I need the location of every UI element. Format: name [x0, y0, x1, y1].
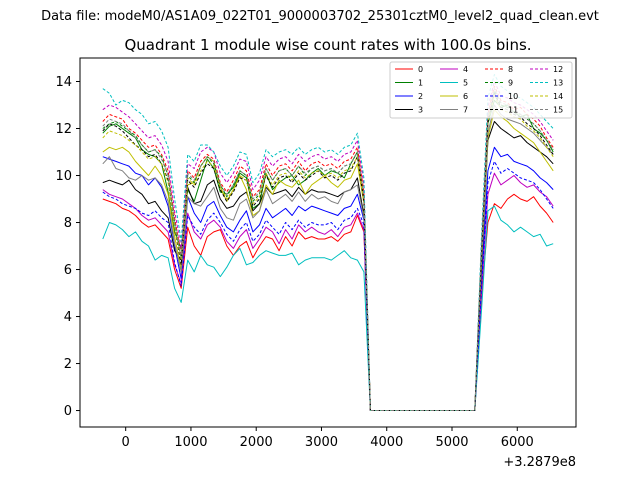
- x-tick-label: 5000: [435, 435, 468, 450]
- y-axis: 0 2 4 6 8 10 12 14: [55, 75, 80, 419]
- legend-label-8: 8: [508, 65, 513, 74]
- x-axis: 0 1000 2000 3000 4000 5000 6000: [122, 427, 534, 450]
- x-tick-label: 4000: [370, 435, 403, 450]
- x-tick-label: 1000: [174, 435, 207, 450]
- legend-label-5: 5: [463, 79, 468, 88]
- y-tick-label: 0: [64, 404, 72, 419]
- y-tick-label: 14: [55, 75, 72, 90]
- series-line-5: [102, 205, 554, 411]
- legend-label-12: 12: [553, 65, 563, 74]
- x-tick-label: 3000: [305, 435, 338, 450]
- x-tick-label: 0: [122, 435, 130, 450]
- y-tick-label: 6: [64, 263, 72, 278]
- legend-frame: [389, 61, 573, 119]
- legend-label-6: 6: [463, 92, 468, 101]
- legend-label-13: 13: [553, 79, 563, 88]
- legend-label-3: 3: [418, 106, 423, 115]
- y-tick-label: 8: [64, 216, 72, 231]
- axes-frame: [79, 57, 577, 428]
- legend-label-15: 15: [553, 106, 563, 115]
- legend-label-1: 1: [418, 79, 423, 88]
- legend-label-14: 14: [553, 92, 563, 101]
- y-tick-label: 4: [64, 310, 72, 325]
- legend-label-0: 0: [418, 65, 423, 74]
- series-group: [102, 74, 554, 411]
- legend-label-10: 10: [508, 92, 518, 101]
- legend-label-9: 9: [508, 79, 513, 88]
- y-tick-label: 12: [55, 122, 72, 137]
- y-tick-label: 2: [64, 357, 72, 372]
- plot-area: [79, 57, 577, 428]
- series-line-10: [102, 160, 554, 411]
- legend-label-2: 2: [418, 92, 423, 101]
- y-tick-label: 10: [55, 169, 72, 184]
- x-tick-label: 2000: [240, 435, 273, 450]
- legend-label-11: 11: [508, 106, 518, 115]
- x-tick-label: 6000: [501, 435, 534, 450]
- chart-title: Quadrant 1 module wise count rates with …: [124, 36, 531, 54]
- x-offset-label: +3.2879e8: [503, 455, 576, 470]
- legend-label-4: 4: [463, 65, 468, 74]
- series-line-15: [102, 88, 554, 411]
- figure-suptitle: Data file: modeM0/AS1A09_022T01_90000037…: [41, 9, 599, 24]
- legend-label-7: 7: [463, 106, 468, 115]
